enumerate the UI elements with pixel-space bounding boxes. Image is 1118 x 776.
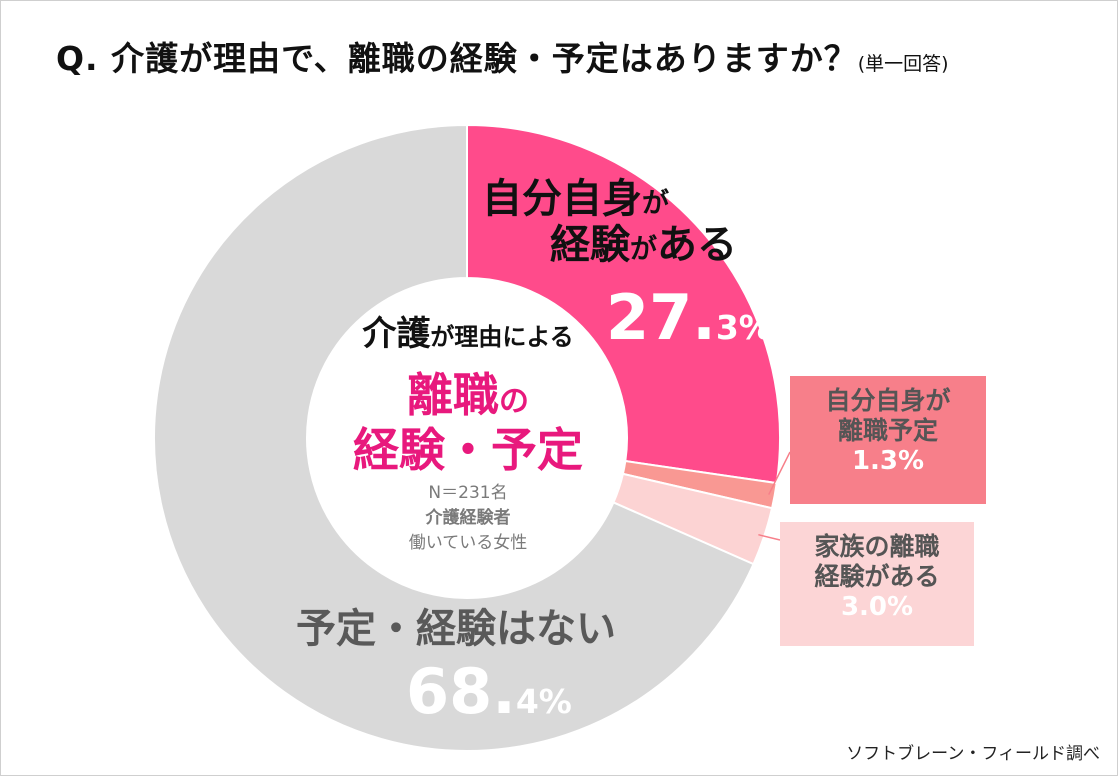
label-self-experience-line2: 経験がある [550,222,737,268]
center-line2: 離職の [407,368,529,422]
callout-self-plan-line2: 離職予定 [837,416,938,445]
callout-family: 家族の離職 経験がある 3.0% [780,522,974,646]
value-none: 68.4% [406,655,572,728]
sample-size: N＝231名 [428,482,508,503]
value-self-experience: 27.3% [606,281,772,354]
center-line3: 経験・予定 [353,423,583,477]
title-sub: (単一回答) [857,53,949,75]
callout-connector-1 [768,451,791,495]
label-self-experience: 自分自身が 経験がある [482,176,737,268]
chart-title: Q. 介護が理由で、離職の経験・予定はありますか？(単一回答) [56,32,949,80]
callout-self-plan-line1: 自分自身が [825,386,951,415]
center-label: 介護が理由による 離職の 経験・予定 N＝231名 介護経験者 働いている女性 [298,306,638,553]
label-none: 予定・経験はない [296,606,616,652]
center-line1: 介護が理由による [362,314,574,354]
respondent-group: 介護経験者 [425,507,511,528]
respondent-condition: 働いている女性 [408,532,528,553]
label-self-experience-line1: 自分自身が [482,176,669,222]
callout-self-plan-value: 1.3% [851,446,925,476]
callout-family-value: 3.0% [840,592,914,622]
source-credit: ソフトブレーン・フィールド調べ [846,744,1100,764]
slice-4 [153,123,755,752]
slice-1 [466,123,781,485]
callout-connector-2 [758,533,781,541]
callout-family-line1: 家族の離職 [814,532,940,561]
callout-self-plan: 自分自身が 離職予定 1.3% [790,376,986,504]
callout-family-line2: 経験がある [814,562,940,591]
title-main: Q. 介護が理由で、離職の経験・予定はありますか？ [56,39,858,78]
